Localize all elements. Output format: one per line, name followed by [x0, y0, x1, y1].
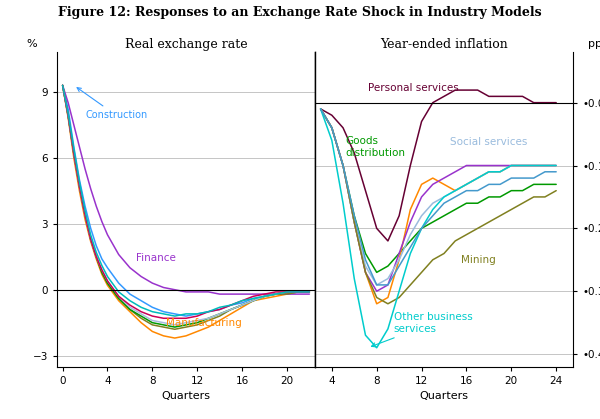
- Text: Personal services: Personal services: [368, 83, 458, 93]
- X-axis label: Quarters: Quarters: [161, 391, 211, 401]
- Text: ppt: ppt: [588, 39, 600, 49]
- Text: Mining: Mining: [461, 255, 496, 265]
- Title: Year-ended inflation: Year-ended inflation: [380, 38, 508, 51]
- Text: Figure 12: Responses to an Exchange Rate Shock in Industry Models: Figure 12: Responses to an Exchange Rate…: [58, 6, 542, 19]
- X-axis label: Quarters: Quarters: [419, 391, 469, 401]
- Text: Manufacturing: Manufacturing: [166, 318, 242, 328]
- Text: Social services: Social services: [449, 137, 527, 147]
- Text: Construction: Construction: [77, 88, 147, 120]
- Text: Other business
services: Other business services: [371, 313, 472, 347]
- Text: %: %: [26, 39, 37, 49]
- Text: Finance: Finance: [136, 253, 175, 263]
- Text: Goods
distribution: Goods distribution: [345, 137, 405, 158]
- Title: Real exchange rate: Real exchange rate: [125, 38, 247, 51]
